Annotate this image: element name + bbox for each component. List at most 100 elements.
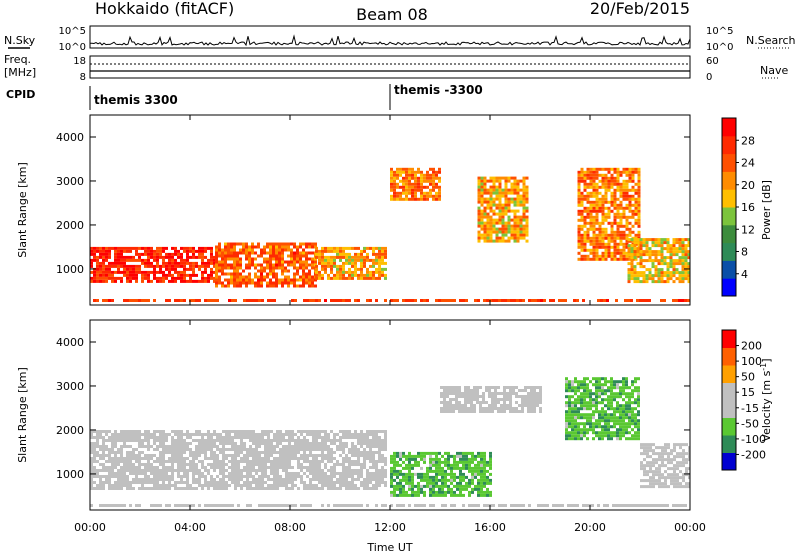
heatmap-cell	[482, 395, 485, 398]
heatmap-cell	[249, 448, 252, 451]
heatmap-cell	[276, 469, 279, 472]
heatmap-cell	[500, 410, 503, 413]
heatmap-cell	[625, 257, 629, 261]
heatmap-cell	[174, 270, 177, 274]
heatmap-cell	[222, 478, 225, 481]
heatmap-cell	[219, 439, 222, 442]
heatmap-cell	[687, 250, 690, 254]
heatmap-cell	[186, 469, 189, 472]
heatmap-cell	[631, 176, 635, 180]
heatmap-cell	[245, 254, 248, 258]
heatmap-cell	[120, 433, 123, 436]
heatmap-cell	[525, 185, 529, 189]
heatmap-cell	[366, 258, 369, 262]
heatmap-cell	[393, 299, 396, 302]
heatmap-cell	[285, 454, 288, 457]
heatmap-cell	[126, 273, 129, 277]
heatmap-cell	[643, 443, 646, 447]
heatmap-cell	[192, 264, 195, 268]
heatmap-cell	[261, 472, 264, 475]
heatmap-cell	[438, 167, 441, 171]
heatmap-cell	[616, 167, 620, 171]
heatmap-cell	[114, 258, 117, 262]
heatmap-cell	[372, 463, 375, 466]
heatmap-cell	[117, 258, 120, 262]
heatmap-cell	[516, 233, 520, 237]
heatmap-cell	[252, 463, 255, 466]
heatmap-cell	[619, 236, 623, 240]
heatmap-cell	[417, 475, 420, 479]
heatmap-cell	[366, 442, 369, 445]
heatmap-cell	[631, 239, 635, 243]
heatmap-cell	[417, 176, 420, 180]
heatmap-cell	[114, 481, 117, 484]
heatmap-cell	[405, 170, 408, 174]
heatmap-cell	[498, 182, 502, 186]
heatmap-cell	[378, 472, 381, 475]
heatmap-cell	[324, 463, 327, 466]
heatmap-cell	[198, 478, 201, 481]
heatmap-cell	[648, 299, 651, 302]
heatmap-cell	[123, 430, 126, 433]
heatmap-cell	[619, 215, 623, 219]
heatmap-cell	[610, 200, 614, 204]
heatmap-cell	[336, 299, 339, 302]
heatmap-cell	[687, 253, 690, 257]
heatmap-cell	[429, 457, 432, 461]
heatmap-cell	[637, 218, 641, 222]
heatmap-cell	[651, 250, 655, 254]
heatmap-cell	[604, 398, 607, 402]
heatmap-cell	[117, 457, 120, 460]
heatmap-cell	[687, 238, 690, 242]
heatmap-cell	[610, 173, 614, 177]
heatmap-cell	[429, 490, 432, 494]
heatmap-cell	[302, 260, 305, 264]
heatmap-cell	[327, 481, 330, 484]
heatmap-cell	[405, 490, 408, 494]
heatmap-cell	[607, 437, 610, 441]
heatmap-cell	[633, 247, 637, 251]
heatmap-cell	[390, 170, 393, 174]
heatmap-cell	[177, 433, 180, 436]
heatmap-cell	[105, 246, 108, 250]
heatmap-cell	[595, 218, 599, 222]
heatmap-cell	[420, 188, 423, 192]
heatmap-cell	[189, 261, 192, 265]
heatmap-cell	[381, 466, 384, 469]
heatmap-cell	[90, 445, 93, 448]
heatmap-cell	[633, 280, 637, 284]
heatmap-cell	[156, 255, 159, 259]
heatmap-cell	[393, 454, 396, 458]
heatmap-cell	[183, 246, 186, 250]
heatmap-cell	[604, 194, 608, 198]
heatmap-cell	[252, 442, 255, 445]
heatmap-cell	[521, 410, 524, 413]
heatmap-cell	[102, 466, 105, 469]
heatmap-cell	[120, 264, 123, 268]
heatmap-cell	[171, 451, 174, 454]
heatmap-cell	[201, 439, 204, 442]
heatmap-cell	[583, 179, 587, 183]
heatmap-cell	[486, 224, 490, 228]
heatmap-cell	[619, 431, 622, 435]
heatmap-cell	[207, 484, 210, 487]
heatmap-cell	[518, 389, 521, 392]
heatmap-cell	[299, 257, 302, 261]
heatmap-cell	[222, 448, 225, 451]
heatmap-cell	[681, 247, 685, 251]
heatmap-cell	[345, 484, 348, 487]
heatmap-cell	[231, 448, 234, 451]
heatmap-cell	[592, 245, 596, 249]
heatmap-cell	[509, 401, 512, 404]
heatmap-cell	[156, 436, 159, 439]
heatmap-cell	[330, 246, 333, 250]
heatmap-cell	[234, 430, 237, 433]
heatmap-cell	[372, 430, 375, 433]
heatmap-cell	[393, 484, 396, 488]
heatmap-cell	[279, 481, 282, 484]
heatmap-cell	[144, 436, 147, 439]
heatmap-cell	[384, 261, 387, 265]
heatmap-cell	[308, 284, 311, 288]
heatmap-cell	[303, 481, 306, 484]
heatmap-cell	[117, 439, 120, 442]
